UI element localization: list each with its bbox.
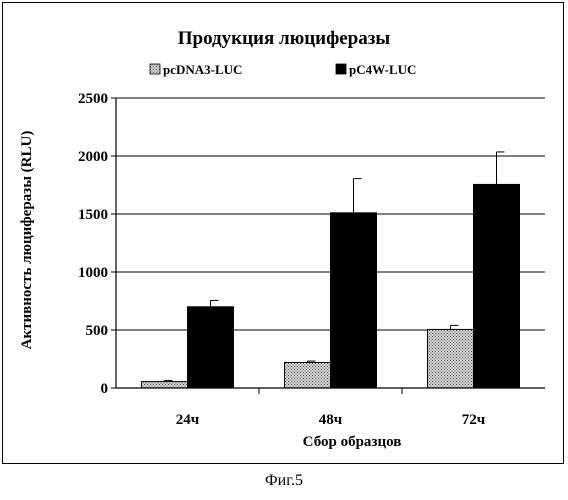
- x-tick-label: 72ч: [462, 412, 486, 428]
- legend-label-pcdna3: pcDNA3-LUC: [163, 62, 242, 77]
- y-tick-labels: 0 500 1000 1500 2000 2500: [78, 91, 108, 397]
- legend-swatch-pc4w: [336, 64, 346, 74]
- x-axis-label: Сбор образцов: [303, 434, 402, 450]
- legend-label-pc4w: pC4W-LUC: [349, 62, 416, 77]
- bar-pcdna3-2: [428, 329, 474, 388]
- bar-chart: Продукция люциферазы pcDNA3-LUC pC4W-LUC…: [0, 0, 568, 470]
- legend: pcDNA3-LUC pC4W-LUC: [150, 62, 416, 77]
- x-tick-label: 24ч: [176, 412, 200, 428]
- legend-swatch-pcdna3: [150, 64, 160, 74]
- bar-pc4w-2: [474, 184, 520, 388]
- bar-pc4w-1: [331, 213, 377, 388]
- bars: [142, 184, 520, 388]
- bar-pcdna3-0: [142, 382, 188, 388]
- bar-pc4w-0: [188, 307, 234, 388]
- x-tick-label: 48ч: [319, 412, 343, 428]
- y-tick-label: 2500: [78, 91, 108, 107]
- y-tick-label: 1000: [78, 265, 108, 281]
- chart-title: Продукция люциферазы: [178, 28, 391, 49]
- y-tick-label: 500: [86, 323, 109, 339]
- figure-caption: Фиг.5: [0, 472, 568, 490]
- y-tick-label: 1500: [78, 207, 108, 223]
- y-tick-label: 2000: [78, 149, 108, 165]
- y-tick-label: 0: [101, 381, 109, 397]
- x-tick-labels: 24ч 48ч 72ч: [176, 412, 486, 428]
- y-axis-label: Активность люциферазы (RLU): [19, 131, 35, 350]
- bar-pcdna3-1: [285, 362, 331, 388]
